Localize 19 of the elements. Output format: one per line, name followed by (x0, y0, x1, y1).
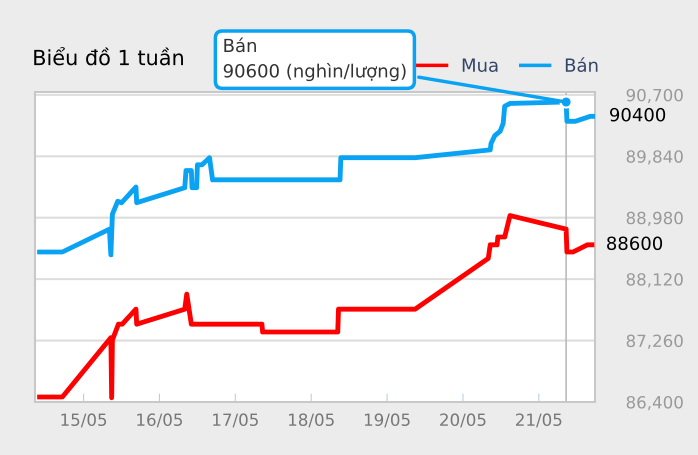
x-tick-label: 17/05 (213, 413, 258, 428)
y-tick-label: 89,840 (626, 150, 683, 165)
chart-title: Biểu đồ 1 tuần (34, 47, 183, 66)
data-label: 90400 (610, 108, 666, 122)
x-tick-label: 19/05 (364, 413, 410, 428)
annotation: Bán 90600 (nghìn/lượng) (224, 38, 406, 82)
data-label: 88600 (607, 236, 662, 250)
legend-label: Mua (462, 58, 498, 72)
legend-label: Bán (566, 57, 598, 72)
x-tick-label: 21/05 (516, 413, 562, 428)
x-tick-label: 15/05 (61, 413, 106, 428)
y-tick-label: 87,260 (626, 334, 683, 349)
y-tick-label: 90,700 (626, 88, 683, 104)
x-tick-label: 16/05 (137, 413, 182, 428)
y-tick-label: 86,400 (626, 396, 683, 410)
y-tick-label: 88,120 (626, 273, 683, 288)
y-tick-label: 88,980 (626, 212, 683, 226)
x-tick-label: 20/05 (440, 413, 486, 428)
x-tick-label: 18/05 (289, 413, 334, 428)
